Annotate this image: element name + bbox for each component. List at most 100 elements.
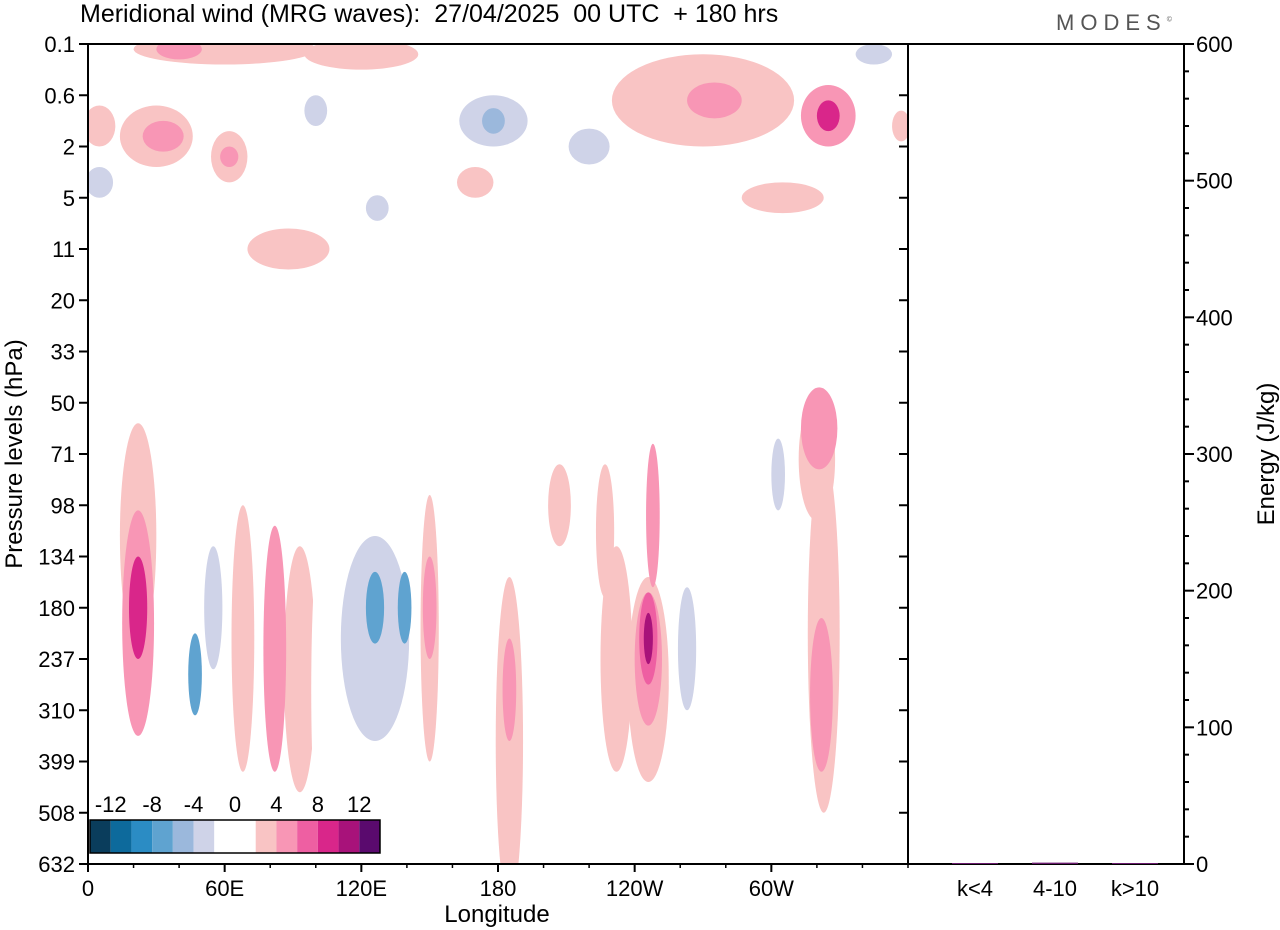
- wind-contour-blob: [142, 120, 184, 152]
- wind-contour-blob: [687, 82, 742, 119]
- colorbar-label: -12: [95, 792, 127, 817]
- energy-plot-frame: [907, 43, 1185, 865]
- energy-bars: k<4 4-10 k>10: [952, 862, 1159, 901]
- x-tick-label: 180: [480, 876, 517, 901]
- wind-contour-blob: [691, 407, 715, 562]
- colorbar-swatch: [214, 820, 235, 853]
- y-tick-label: 98: [51, 493, 75, 518]
- wind-contour-blob: [548, 464, 571, 547]
- wind-contour-blob: [204, 546, 223, 670]
- colorbar-label: 8: [312, 792, 324, 817]
- wind-contour-blob: [568, 128, 610, 165]
- wind-contour-blob: [800, 387, 838, 470]
- x-tick-label: 120W: [606, 876, 664, 901]
- energy-axis: 0 100 200 300 400 500 600: [1184, 32, 1233, 877]
- y-tick-label: 2: [63, 135, 75, 160]
- colorbar-label: 0: [229, 792, 241, 817]
- wind-contour-blob: [188, 633, 202, 716]
- wind-contour-blob: [482, 108, 505, 134]
- modes-logo: MODES©: [1056, 10, 1172, 36]
- colorbar-swatch: [193, 820, 215, 853]
- pressure-axis: 0.1 0.6 2 5 11 20 33 50 71 98 134 180 237 310 399 508 63…: [38, 32, 908, 877]
- colorbar-swatch: [235, 820, 256, 853]
- wind-contour-blob: [304, 44, 419, 70]
- wind-contour-blob: [677, 587, 697, 711]
- wind-contour-blob: [129, 556, 148, 659]
- y-tick-label: 0.1: [44, 32, 75, 57]
- wind-contour-blob: [220, 146, 239, 167]
- y-tick-label: 50: [51, 391, 75, 416]
- y-axis-title: Pressure levels (hPa): [1, 339, 28, 568]
- colorbar-swatch: [131, 820, 153, 853]
- wind-contour-blob: [231, 505, 255, 772]
- colorbar-swatch: [172, 820, 194, 853]
- wind-contour-blob: [397, 571, 412, 644]
- logo-mark: ©: [1166, 16, 1172, 24]
- wind-contour-blob: [365, 195, 389, 221]
- wind-contour-blob: [816, 100, 840, 132]
- wind-contour-blob: [851, 541, 897, 808]
- y-tick-label: 20: [51, 288, 75, 313]
- energy-tick-label: 100: [1196, 715, 1233, 740]
- energy-axis-title: Energy (J/kg): [1253, 383, 1280, 526]
- wind-contour-blob: [450, 674, 478, 864]
- wind-contour-blob: [422, 556, 437, 659]
- colorbar-swatch: [90, 820, 111, 853]
- energy-tick-label: 500: [1196, 169, 1233, 194]
- wind-contour-blob: [457, 167, 494, 198]
- colorbar-swatch: [338, 820, 360, 853]
- wind-contour-blob: [855, 44, 893, 65]
- colorbar-swatch: [297, 820, 318, 853]
- x-axis-title: Longitude: [444, 901, 549, 928]
- wind-contour-blob: [283, 546, 316, 793]
- chart-title: Meridional wind (MRG waves): 27/04/2025 …: [80, 0, 779, 28]
- wind-contour-blob: [88, 167, 114, 198]
- y-tick-label: 180: [38, 596, 75, 621]
- wind-contour-blob: [345, 182, 401, 265]
- wind-contour-blob: [643, 612, 653, 665]
- x-tick-label: 120E: [336, 876, 387, 901]
- colorbar-swatch: [110, 820, 132, 853]
- energy-bar: [1032, 862, 1078, 864]
- logo-text: MODES: [1056, 10, 1167, 35]
- wind-contour-blob: [810, 618, 833, 772]
- wind-contour-blob: [600, 546, 633, 772]
- wind-contour-blob: [646, 443, 660, 588]
- colorbar-label: -4: [184, 792, 204, 817]
- wind-contour-blob: [502, 638, 517, 741]
- x-tick-label: 60W: [749, 876, 794, 901]
- y-tick-label: 632: [38, 852, 75, 877]
- y-tick-label: 134: [38, 545, 75, 570]
- energy-tick-label: 200: [1196, 579, 1233, 604]
- energy-category-label: k<4: [957, 876, 993, 901]
- wind-contour-blob: [723, 413, 751, 557]
- y-tick-label: 0.6: [44, 83, 75, 108]
- wind-contour-blob: [741, 182, 824, 214]
- y-tick-label: 11: [52, 237, 75, 262]
- y-tick-label: 5: [63, 186, 75, 211]
- wind-contour-blob: [892, 110, 908, 142]
- energy-category-label: k>10: [1111, 876, 1159, 901]
- colorbar-label: 4: [270, 792, 282, 817]
- colorbar-frame: [89, 819, 381, 854]
- wind-contour-blob: [156, 44, 202, 60]
- colorbar-swatch: [152, 820, 173, 853]
- colorbar-label: 12: [347, 792, 371, 817]
- wind-contour-blob: [311, 525, 334, 854]
- colorbar-legend: -12 -8 -4 0 4 8 12: [89, 792, 381, 854]
- wind-contour-blob: [771, 438, 786, 511]
- x-tick-label: 0: [82, 876, 94, 901]
- energy-tick-label: 0: [1196, 852, 1208, 877]
- energy-tick-label: 400: [1196, 305, 1233, 330]
- colorbar-swatch: [317, 820, 339, 853]
- wind-contour-blob: [263, 525, 287, 772]
- y-tick-label: 399: [38, 750, 75, 775]
- y-tick-label: 71: [51, 442, 75, 467]
- y-tick-label: 508: [38, 801, 75, 826]
- colorbar-swatch: [359, 820, 380, 853]
- x-tick-label: 60E: [205, 876, 244, 901]
- wind-contour-blob: [828, 372, 897, 454]
- colorbar-swatch: [276, 820, 298, 853]
- energy-bar: [952, 863, 998, 864]
- wind-field-contours: [88, 44, 908, 864]
